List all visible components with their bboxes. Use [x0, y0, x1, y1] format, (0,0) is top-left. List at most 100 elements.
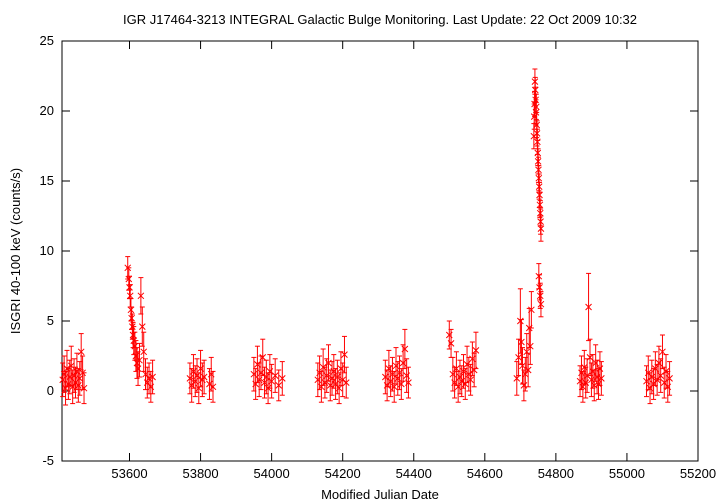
- x-axis-label: Modified Julian Date: [321, 487, 439, 502]
- data-point: [134, 351, 142, 386]
- x-marker: [537, 300, 545, 308]
- data-point: [598, 361, 605, 396]
- data-point: [524, 352, 532, 388]
- x-marker: [592, 359, 600, 367]
- x-tick-label: 54600: [467, 466, 503, 481]
- data-points: [59, 68, 673, 406]
- x-marker: [125, 275, 133, 283]
- data-point: [381, 359, 389, 395]
- x-marker: [137, 292, 145, 300]
- x-marker: [586, 354, 594, 361]
- x-marker: [523, 348, 531, 356]
- data-point: [470, 352, 478, 388]
- x-marker: [528, 306, 535, 314]
- data-point: [80, 372, 88, 405]
- x-marker: [453, 365, 460, 372]
- data-point: [390, 370, 398, 403]
- data-point: [136, 342, 143, 378]
- x-marker: [578, 369, 585, 377]
- x-marker: [467, 376, 474, 384]
- x-marker: [259, 354, 267, 361]
- x-marker: [401, 345, 409, 353]
- x-marker: [128, 314, 135, 322]
- x-marker: [126, 292, 134, 300]
- data-point: [576, 365, 584, 398]
- x-marker: [342, 379, 350, 386]
- x-marker: [59, 376, 67, 384]
- data-point: [537, 291, 545, 318]
- data-point: [646, 372, 654, 405]
- x-marker: [62, 384, 69, 392]
- x-marker: [74, 382, 82, 389]
- x-marker: [66, 373, 74, 381]
- x-marker: [588, 376, 595, 384]
- x-marker: [140, 348, 148, 356]
- x-marker: [325, 359, 332, 367]
- data-point: [397, 368, 405, 400]
- x-marker: [521, 370, 529, 378]
- data-point: [268, 363, 275, 399]
- y-tick-label: -5: [42, 453, 54, 468]
- x-marker: [134, 365, 142, 372]
- x-marker: [537, 225, 545, 232]
- data-point: [523, 333, 531, 371]
- x-marker: [271, 372, 279, 379]
- x-marker: [60, 370, 68, 378]
- x-marker: [524, 366, 532, 374]
- data-point: [77, 333, 85, 371]
- x-marker: [126, 284, 133, 291]
- data-point: [472, 331, 480, 370]
- x-marker: [598, 375, 605, 382]
- x-marker: [519, 362, 526, 370]
- data-point: [589, 354, 597, 389]
- data-point: [138, 306, 146, 347]
- data-point: [585, 272, 592, 342]
- data-point: [137, 277, 145, 315]
- x-marker: [73, 368, 81, 375]
- x-marker: [589, 368, 597, 375]
- x-marker: [275, 382, 283, 389]
- data-point: [342, 366, 350, 399]
- x-marker: [390, 383, 398, 391]
- x-marker: [593, 373, 601, 381]
- x-marker: [77, 348, 85, 356]
- x-marker: [70, 372, 78, 379]
- x-marker: [335, 384, 343, 392]
- x-marker: [520, 382, 528, 389]
- x-marker: [80, 384, 88, 392]
- x-marker: [405, 379, 412, 386]
- x-marker: [339, 376, 347, 384]
- x-marker: [518, 338, 525, 346]
- x-axis: 53600 53800 54000 54200 54400 54600 54800 55000…: [111, 41, 716, 481]
- data-point: [66, 359, 74, 395]
- data-point: [461, 368, 469, 400]
- data-point: [62, 370, 69, 406]
- x-marker: [472, 347, 480, 354]
- data-point: [200, 359, 208, 395]
- x-marker: [595, 380, 602, 388]
- x-marker: [341, 351, 348, 358]
- x-marker: [209, 383, 217, 391]
- x-marker: [515, 354, 522, 361]
- plot-frame: [61, 40, 699, 462]
- x-marker: [447, 340, 455, 347]
- x-marker: [590, 382, 598, 389]
- x-tick-label: 53800: [182, 466, 218, 481]
- y-tick-label: 20: [40, 103, 54, 118]
- data-point: [652, 351, 659, 386]
- y-axis: -5 0 5 10 15 20 25: [40, 33, 698, 468]
- y-axis-label: ISGRI 40-100 keV (counts/s): [8, 168, 23, 334]
- data-point: [586, 338, 594, 377]
- x-marker: [585, 303, 592, 311]
- x-marker: [268, 377, 275, 385]
- data-point: [650, 368, 657, 400]
- x-marker: [200, 373, 208, 381]
- data-point: [275, 369, 283, 402]
- x-tick-label: 54200: [325, 466, 361, 481]
- x-tick-label: 54000: [254, 466, 290, 481]
- data-point: [588, 362, 595, 398]
- x-marker: [138, 323, 146, 330]
- data-point: [59, 362, 67, 398]
- data-point: [521, 356, 529, 392]
